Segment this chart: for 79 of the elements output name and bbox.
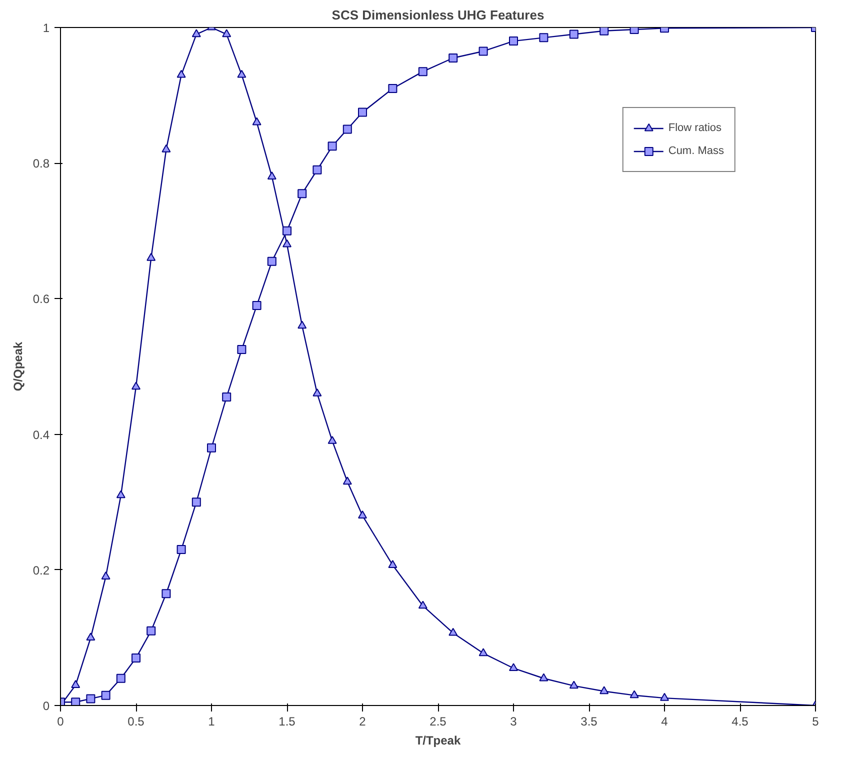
legend-label: Flow ratios <box>668 122 722 134</box>
point <box>207 443 216 452</box>
point <box>176 545 186 554</box>
x-tick-label: 5 <box>812 714 820 728</box>
point <box>132 382 140 390</box>
x-tick-label: 4.5 <box>732 714 749 728</box>
point <box>569 680 578 689</box>
point <box>660 692 669 701</box>
x-tick-label: 1.5 <box>278 714 296 728</box>
point <box>222 392 232 402</box>
y-tick-label: 0 <box>42 699 50 713</box>
x-tick-label: 2.5 <box>430 714 447 728</box>
point <box>388 84 398 94</box>
point <box>252 117 262 126</box>
point <box>252 300 262 310</box>
y-tick-label: 0.2 <box>32 563 50 578</box>
point <box>342 124 352 134</box>
point <box>298 189 307 198</box>
point <box>342 476 352 485</box>
point <box>146 252 156 261</box>
point <box>509 36 518 46</box>
point <box>388 560 398 568</box>
point <box>312 165 322 174</box>
y-tick-label: 0.4 <box>32 428 50 442</box>
point <box>448 628 458 636</box>
point <box>478 46 488 56</box>
legend-label: Cum. Mass <box>668 145 724 157</box>
x-tick-label: 1 <box>208 714 216 728</box>
point <box>312 388 322 396</box>
point <box>600 28 609 36</box>
x-axis-title: T/Tpeak <box>415 734 461 748</box>
point <box>267 172 276 180</box>
y-tick-label: 0.6 <box>32 292 50 306</box>
x-tick-label: 2 <box>359 714 366 728</box>
point <box>328 142 337 151</box>
x-tick-label: 3 <box>510 714 518 728</box>
point <box>116 490 126 498</box>
y-tick-label: 1 <box>42 21 50 35</box>
point <box>328 436 337 444</box>
point <box>101 690 110 700</box>
point <box>86 632 96 641</box>
point <box>478 648 488 656</box>
point <box>116 674 126 683</box>
x-tick-label: 0 <box>57 714 64 728</box>
point <box>162 144 171 152</box>
point <box>267 256 276 266</box>
y-axis-title: Q/Qpeak <box>10 341 25 392</box>
point <box>192 29 201 38</box>
point <box>162 589 171 598</box>
point <box>539 673 548 682</box>
y-tick-label: 0.8 <box>32 156 50 171</box>
chart-title: SCS Dimensionless UHG Features <box>332 8 544 22</box>
x-tick-label: 4 <box>661 714 668 728</box>
point <box>509 663 518 672</box>
point <box>86 694 96 704</box>
point <box>282 239 292 248</box>
point <box>539 33 548 42</box>
point <box>237 70 246 78</box>
x-tick-label: 0.5 <box>128 714 145 728</box>
point <box>71 680 80 688</box>
point <box>448 54 458 63</box>
x-tick-label: 3.5 <box>580 714 598 728</box>
point <box>600 686 609 694</box>
point <box>101 572 110 580</box>
point <box>192 498 201 507</box>
point <box>569 30 578 39</box>
point <box>298 320 307 329</box>
point <box>418 600 428 609</box>
point <box>176 70 186 78</box>
point <box>358 108 367 117</box>
point <box>71 698 80 706</box>
point <box>222 29 232 38</box>
point <box>282 226 292 236</box>
point <box>630 690 639 698</box>
point <box>237 345 246 354</box>
point <box>132 654 140 663</box>
point <box>418 67 428 76</box>
point <box>146 626 156 636</box>
point <box>358 510 367 518</box>
